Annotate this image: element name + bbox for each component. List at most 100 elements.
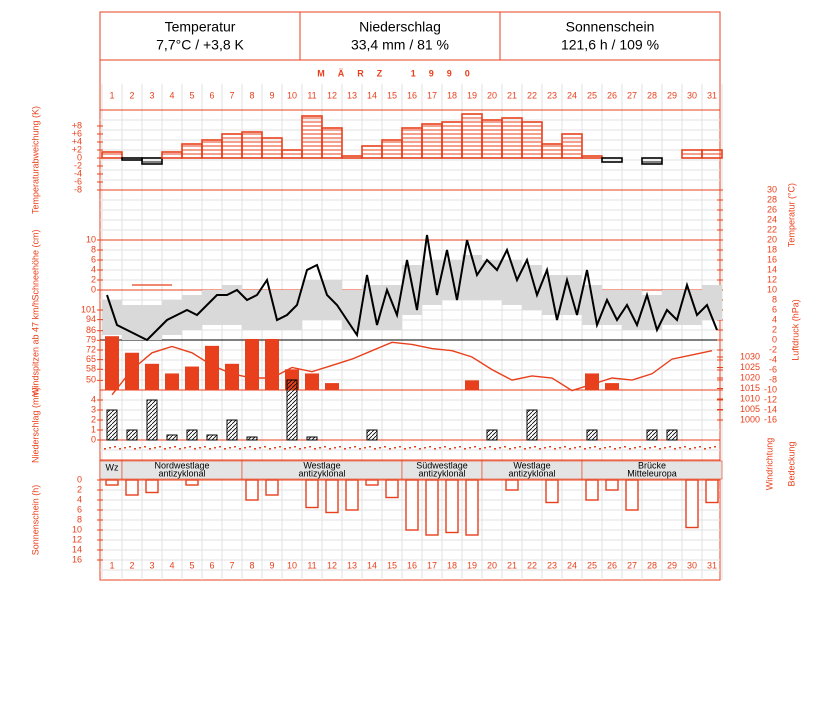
- cloud-dot: [494, 448, 496, 450]
- temp-dev-bar: [541, 143, 563, 159]
- cloud-dot: [279, 446, 281, 448]
- day-label: 4: [169, 560, 174, 570]
- sun-bar: [105, 479, 119, 486]
- temp-dev-bar: [441, 121, 463, 159]
- y-tick-label: 28: [767, 194, 777, 204]
- cloud-dot: [689, 448, 691, 450]
- y-tick-label: -4: [74, 168, 82, 178]
- cloud-dot: [679, 447, 681, 449]
- temp-dev-bar: [201, 139, 223, 159]
- day-label: 20: [487, 560, 497, 570]
- y-tick-label: 3: [91, 404, 96, 414]
- cloud-dot: [434, 448, 436, 450]
- y-tick-label: 0: [91, 434, 96, 444]
- y-axis-title: Schneehöhe (cm): [30, 229, 40, 300]
- cloud-dot: [249, 446, 251, 448]
- cloud-dot: [209, 448, 211, 450]
- cloud-dot: [639, 446, 641, 448]
- cloud-dot: [644, 448, 646, 450]
- cloud-dot: [129, 446, 131, 448]
- y-tick-label: 72: [86, 344, 96, 354]
- y-axis-title: Temperaturabweichung (K): [30, 106, 40, 214]
- weather-type-label: antizyklonal: [298, 468, 345, 478]
- temp-band: [202, 290, 222, 325]
- header-title: Niederschlag: [359, 19, 441, 35]
- cloud-dot: [669, 446, 671, 448]
- y-tick-label: 4: [77, 494, 82, 504]
- pressure-line: [111, 341, 713, 396]
- sun-bar: [405, 479, 419, 531]
- cloud-dot: [714, 446, 716, 448]
- temp-dev-bar: [321, 127, 343, 159]
- precip-bar: [646, 429, 658, 441]
- y-tick-label: +8: [72, 120, 82, 130]
- cloud-dot: [379, 447, 381, 449]
- cloud-dot: [204, 446, 206, 448]
- temp-dev-bar: [421, 123, 443, 159]
- day-label: 18: [447, 560, 457, 570]
- day-label: 31: [707, 560, 717, 570]
- sun-bar: [625, 479, 639, 511]
- cloud-dot: [389, 448, 391, 450]
- cloud-dot: [169, 447, 171, 449]
- day-label: 14: [367, 90, 377, 100]
- weather-type-label: antizyklonal: [158, 468, 205, 478]
- weather-type-label: Mitteleuropa: [627, 468, 677, 478]
- cloud-dot: [174, 446, 176, 448]
- day-label: 18: [447, 90, 457, 100]
- cloud-dot: [149, 448, 151, 450]
- day-label: 16: [407, 90, 417, 100]
- day-label: 10: [287, 90, 297, 100]
- day-label: 10: [287, 560, 297, 570]
- sun-bar: [685, 479, 699, 529]
- y-tick-label: 6: [77, 504, 82, 514]
- cloud-dot: [229, 447, 231, 449]
- day-label: 12: [327, 90, 337, 100]
- cloud-dot: [319, 447, 321, 449]
- sun-bar: [325, 479, 339, 514]
- day-label: 23: [547, 90, 557, 100]
- day-label: 30: [687, 90, 697, 100]
- day-label: 27: [627, 560, 637, 570]
- y-tick-label: 94: [86, 314, 96, 324]
- cloud-dot: [399, 446, 401, 448]
- temp-dev-bar: [221, 133, 243, 159]
- cloud-dot: [424, 447, 426, 449]
- y-tick-label: 8: [77, 514, 82, 524]
- cloud-dot: [414, 446, 416, 448]
- y-tick-label: 18: [767, 244, 777, 254]
- temp-line: [106, 234, 718, 342]
- precip-bar: [146, 399, 158, 441]
- cloud-dot: [159, 446, 161, 448]
- sun-bar: [145, 479, 159, 494]
- day-label: 17: [427, 90, 437, 100]
- cloud-dot: [289, 447, 291, 449]
- cloud-dot: [609, 446, 611, 448]
- day-label: 15: [387, 90, 397, 100]
- y-tick-label: 8: [772, 294, 777, 304]
- cloud-dot: [429, 446, 431, 448]
- day-label: 8: [249, 90, 254, 100]
- cloud-dot: [654, 446, 656, 448]
- weather-type-label: Brücke: [638, 460, 666, 470]
- day-label: 13: [347, 90, 357, 100]
- sun-bar: [465, 479, 479, 536]
- day-label: 24: [567, 90, 577, 100]
- wind-bar: [325, 383, 339, 390]
- temp-band: [702, 285, 722, 320]
- day-label: 19: [467, 90, 477, 100]
- cloud-dot: [269, 448, 271, 450]
- cloud-dot: [584, 448, 586, 450]
- day-label: 25: [587, 560, 597, 570]
- y-tick-label: -16: [764, 414, 777, 424]
- header-title: Sonnenschein: [566, 19, 655, 35]
- weather-type-label: antizyklonal: [508, 468, 555, 478]
- precip-bar: [526, 409, 538, 441]
- day-label: 5: [189, 90, 194, 100]
- cloud-dot: [489, 446, 491, 448]
- y-tick-label: 22: [767, 224, 777, 234]
- day-label: 16: [407, 560, 417, 570]
- y-tick-label: 0: [91, 284, 96, 294]
- y2-axis-title: Windrichtung: [764, 438, 774, 491]
- cloud-dot: [144, 446, 146, 448]
